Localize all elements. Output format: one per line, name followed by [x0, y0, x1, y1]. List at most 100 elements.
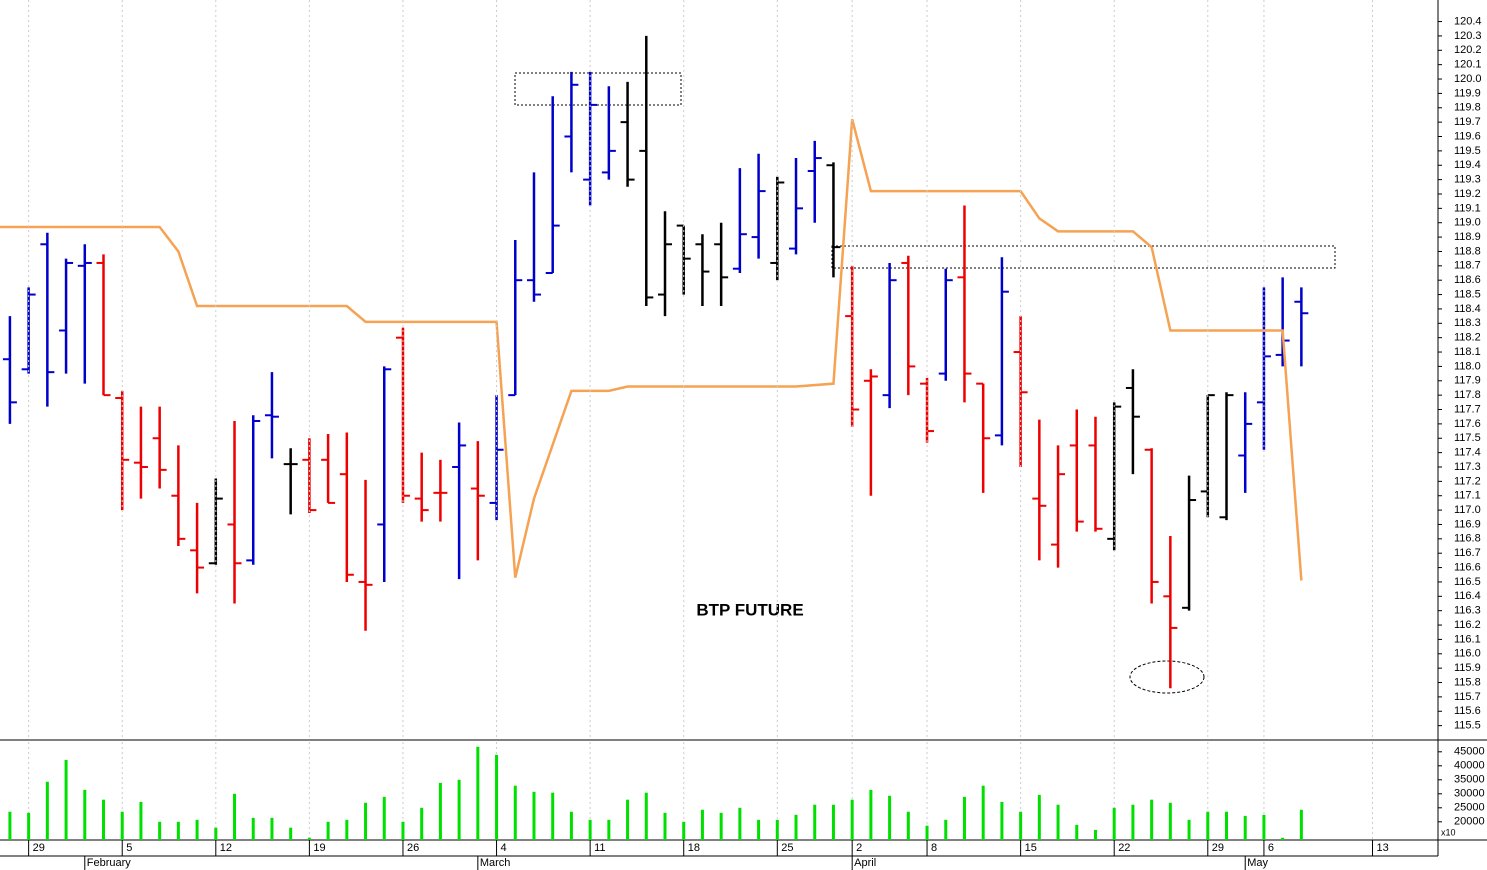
y-tick-label: 116.7	[1454, 547, 1481, 559]
volume-bar	[214, 827, 218, 840]
x-tick-label: 19	[313, 842, 325, 854]
volume-bar	[1243, 815, 1247, 840]
volume-bar	[850, 799, 854, 840]
volume-bar	[551, 792, 555, 840]
x-tick-label: 18	[688, 842, 700, 854]
x-tick-label: 6	[1268, 842, 1274, 854]
volume-bar	[757, 819, 761, 840]
x-tick-label: 26	[407, 842, 419, 854]
y-tick-label: 116.3	[1454, 605, 1481, 617]
volume-bar	[532, 791, 536, 840]
y-tick-label: 118.6	[1454, 274, 1481, 286]
volume-bar	[1000, 801, 1004, 840]
volume-bar	[158, 821, 162, 840]
volume-bar	[1281, 837, 1285, 840]
x-tick-label: 12	[220, 842, 232, 854]
volume-bar	[906, 811, 910, 840]
y-tick-label: 20000	[1454, 816, 1485, 828]
x-tick-label: 13	[1376, 842, 1388, 854]
volume-bar	[45, 781, 49, 840]
volume-bar	[644, 792, 648, 840]
volume-bar	[1299, 809, 1303, 840]
volume-bar	[1037, 794, 1041, 840]
y-tick-label: 118.8	[1454, 245, 1481, 257]
volume-bar	[888, 795, 892, 840]
x-tick-label: 11	[594, 842, 605, 854]
y-tick-label: 119.0	[1454, 217, 1481, 229]
volume-bar	[233, 793, 237, 840]
x-tick-label: 4	[501, 842, 507, 854]
y-unit-label: x10	[1441, 827, 1456, 837]
annotation-box	[514, 72, 682, 106]
volume-bar	[176, 821, 180, 840]
y-tick-label: 120.1	[1454, 59, 1482, 71]
volume-bar	[944, 819, 948, 840]
volume-bar	[831, 804, 835, 840]
volume-bar	[438, 782, 442, 840]
y-tick-label: 35000	[1454, 774, 1485, 786]
y-tick-label: 119.2	[1454, 188, 1481, 200]
y-tick-label: 119.6	[1454, 130, 1481, 142]
volume-bar	[663, 812, 667, 840]
volume-bar	[8, 811, 12, 840]
y-tick-label: 45000	[1454, 746, 1485, 758]
y-tick-label: 30000	[1454, 788, 1485, 800]
x-tick-label: 5	[126, 842, 132, 854]
volume-bar	[120, 811, 124, 840]
volume-bar	[1168, 802, 1172, 840]
annotation-ellipse	[1129, 660, 1205, 694]
volume-bar	[513, 785, 517, 840]
volume-bar	[64, 759, 68, 840]
volume-bar	[962, 796, 966, 840]
volume-bar	[682, 821, 686, 840]
volume-bar	[476, 746, 480, 840]
y-tick-label: 118.2	[1454, 332, 1481, 344]
volume-bar	[700, 809, 704, 840]
volume-bar	[1225, 811, 1229, 840]
y-tick-label: 115.5	[1454, 720, 1481, 732]
y-tick-label: 119.3	[1454, 174, 1481, 186]
y-tick-label: 116.8	[1454, 533, 1481, 545]
y-tick-label: 120.3	[1454, 30, 1482, 42]
volume-bar	[326, 821, 330, 840]
y-tick-label: 117.3	[1454, 461, 1481, 473]
volume-bar	[457, 779, 461, 840]
y-tick-label: 119.9	[1454, 87, 1481, 99]
y-tick-label: 118.5	[1454, 288, 1481, 300]
volume-bar	[27, 812, 31, 840]
y-tick-label: 118.0	[1454, 360, 1481, 372]
y-tick-label: 117.6	[1454, 418, 1481, 430]
month-label: February	[87, 857, 132, 869]
y-tick-label: 40000	[1454, 760, 1485, 772]
volume-bar	[775, 819, 779, 840]
volume-bar	[719, 812, 723, 840]
x-tick-label: 8	[931, 842, 937, 854]
y-tick-label: 116.4	[1454, 590, 1481, 602]
y-tick-label: 116.1	[1454, 633, 1481, 645]
y-tick-label: 117.7	[1454, 403, 1481, 415]
volume-bar	[345, 819, 349, 840]
volume-bar	[495, 754, 499, 840]
y-tick-label: 116.5	[1454, 576, 1481, 588]
stop-line	[0, 118, 1303, 581]
y-tick-label: 116.6	[1454, 561, 1481, 573]
y-tick-label: 120.4	[1454, 15, 1482, 27]
y-tick-label: 118.3	[1454, 317, 1481, 329]
volume-bar	[738, 807, 742, 840]
y-tick-label: 120.2	[1454, 44, 1482, 56]
y-tick-label: 117.2	[1454, 475, 1481, 487]
volume-bar	[83, 789, 87, 840]
volume-bar	[588, 819, 592, 840]
volume-bar	[813, 804, 817, 840]
volume-bar	[869, 789, 873, 840]
y-tick-label: 118.1	[1454, 346, 1481, 358]
volume-bar	[981, 785, 985, 840]
volume-bar	[794, 814, 798, 840]
volume-bar	[289, 827, 293, 840]
x-tick-label: 15	[1025, 842, 1037, 854]
y-tick-label: 116.2	[1454, 619, 1481, 631]
volume-bar	[626, 799, 630, 840]
volume-bar	[139, 801, 143, 840]
volume-bar	[1056, 804, 1060, 840]
